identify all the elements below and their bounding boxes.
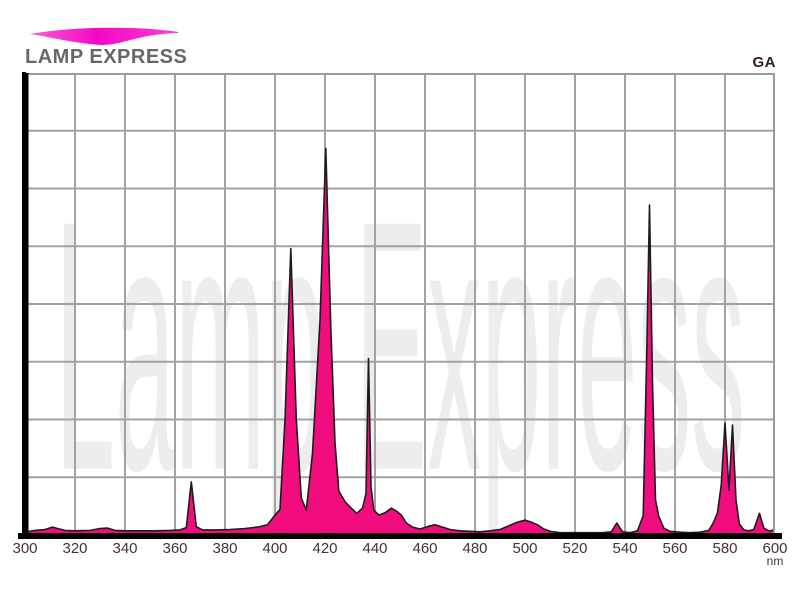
x-axis-line bbox=[18, 533, 782, 539]
lamp-express-swoosh-icon bbox=[29, 27, 179, 45]
x-tick-label-500: 500 bbox=[512, 540, 538, 557]
spectrum-chart bbox=[25, 73, 775, 535]
x-tick-label-420: 420 bbox=[312, 540, 338, 557]
y-axis-line bbox=[22, 72, 26, 538]
x-tick-label-320: 320 bbox=[62, 540, 88, 557]
x-tick-label-380: 380 bbox=[212, 540, 238, 557]
x-tick-label-340: 340 bbox=[112, 540, 138, 557]
logo-text: LAMP EXPRESS bbox=[25, 46, 188, 68]
x-tick-label-360: 360 bbox=[162, 540, 188, 557]
x-tick-label-440: 440 bbox=[362, 540, 388, 557]
x-tick-label-520: 520 bbox=[562, 540, 588, 557]
x-tick-label-480: 480 bbox=[462, 540, 488, 557]
x-tick-label-580: 580 bbox=[712, 540, 738, 557]
x-tick-label-600: 600 bbox=[762, 540, 788, 557]
corner-label-ga: GA bbox=[752, 54, 776, 71]
plot-border-left bbox=[25, 73, 29, 535]
watermark-text: Lamp Express bbox=[55, 145, 746, 535]
x-tick-label-400: 400 bbox=[262, 540, 288, 557]
plot-area: Lamp Express bbox=[25, 73, 775, 535]
x-axis-unit-label: nm bbox=[766, 554, 784, 568]
x-tick-label-540: 540 bbox=[612, 540, 638, 557]
x-tick-label-560: 560 bbox=[662, 540, 688, 557]
spectrum-area-relative-spectral-power bbox=[25, 147, 775, 535]
x-tick-label-300: 300 bbox=[12, 540, 38, 557]
x-tick-label-460: 460 bbox=[412, 540, 438, 557]
